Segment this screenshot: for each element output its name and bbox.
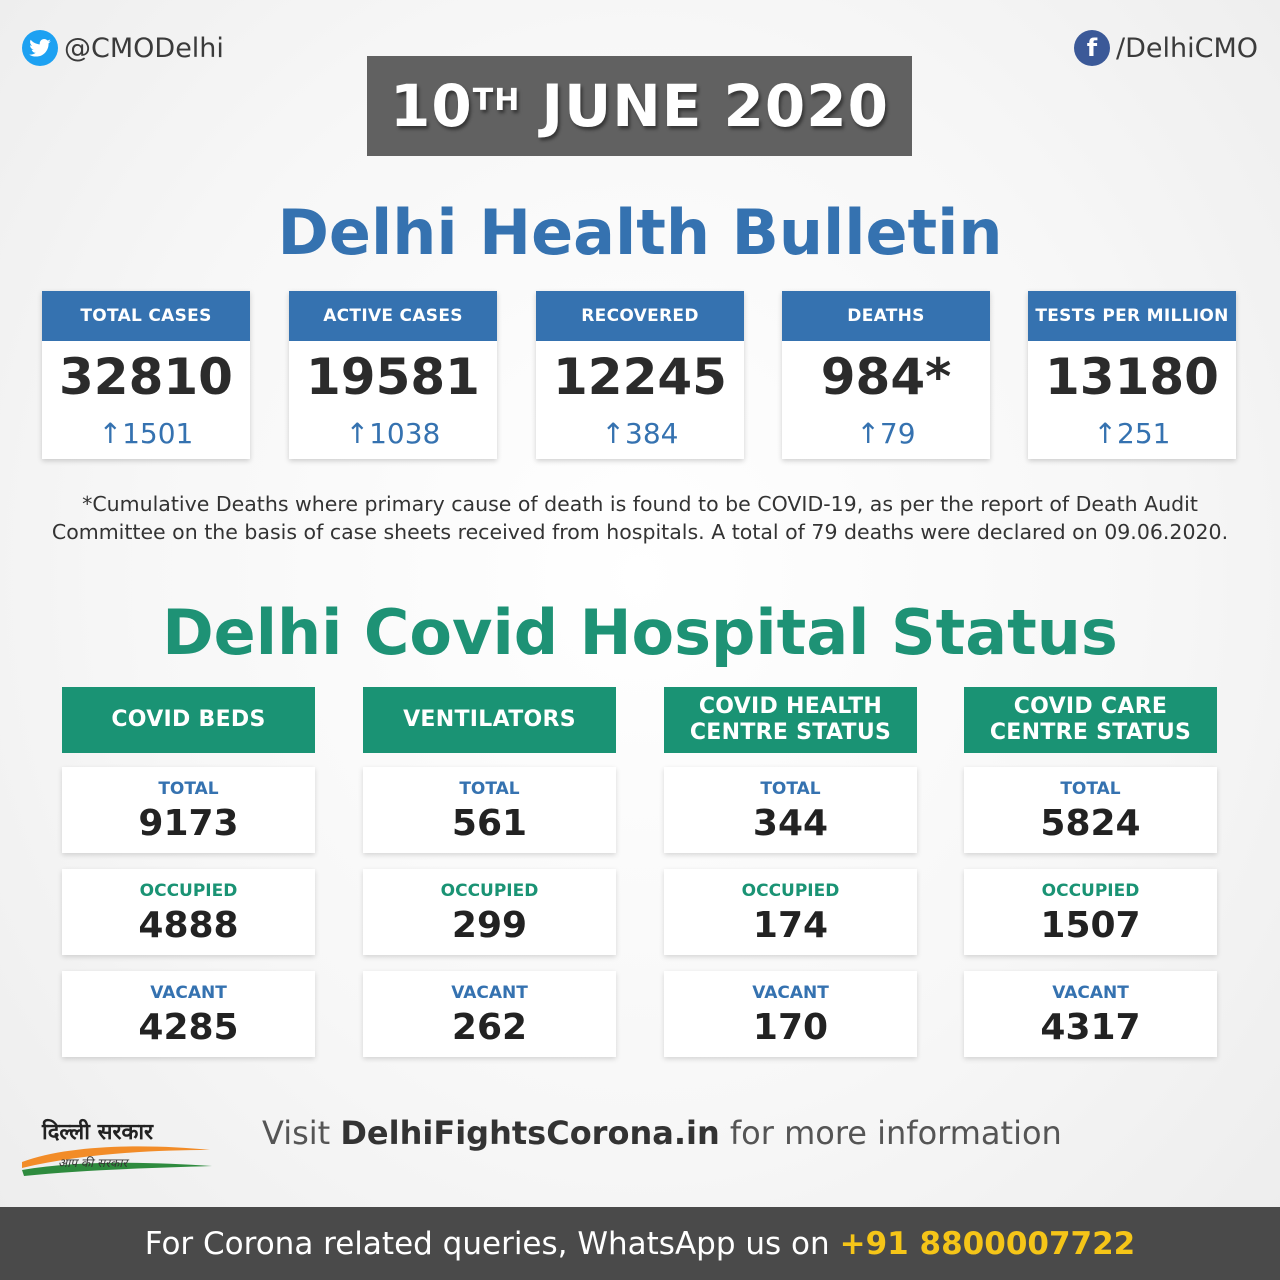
- stat-card-deaths: DEATHS 984* ↑79: [782, 291, 990, 459]
- stat-value: 12245: [553, 348, 727, 406]
- cell-total: TOTAL 561: [363, 767, 616, 853]
- stat-delta: ↑384: [601, 417, 679, 450]
- date-month-year: JUNE 2020: [541, 72, 889, 140]
- cell-occupied: OCCUPIED 174: [664, 869, 917, 955]
- footer-text: For Corona related queries, WhatsApp us …: [144, 1225, 830, 1262]
- cell-occupied: OCCUPIED 299: [363, 869, 616, 955]
- arrow-up-icon: ↑: [98, 417, 123, 450]
- arrow-up-icon: ↑: [1093, 417, 1117, 450]
- date-banner: 10 TH JUNE 2020: [367, 56, 912, 156]
- whatsapp-number[interactable]: +91 8800007722: [839, 1225, 1136, 1262]
- cell-value: 1507: [1040, 905, 1141, 946]
- website-link[interactable]: DelhiFightsCorona.in: [340, 1114, 720, 1152]
- tricolor-swoosh-icon: [22, 1146, 212, 1176]
- stat-label: ACTIVE CASES: [289, 291, 497, 341]
- stat-label: TESTS PER MILLION: [1028, 291, 1236, 341]
- cell-vacant: VACANT 170: [664, 971, 917, 1057]
- stat-delta: ↑1038: [345, 417, 441, 450]
- twitter-handle[interactable]: @CMODelhi: [22, 28, 224, 68]
- arrow-up-icon: ↑: [601, 417, 625, 450]
- footer-bar: For Corona related queries, WhatsApp us …: [0, 1207, 1280, 1280]
- visit-info: Visit DelhiFightsCorona.in for more info…: [262, 1114, 1062, 1152]
- hospital-head-covid-beds: COVID BEDS: [62, 687, 315, 753]
- cell-value: 561: [451, 803, 528, 844]
- stat-delta: ↑1501: [98, 417, 194, 450]
- twitter-handle-text: @CMODelhi: [64, 32, 224, 64]
- cell-value: 4317: [1040, 1007, 1141, 1048]
- stat-card-active-cases: ACTIVE CASES 19581 ↑1038: [289, 291, 497, 459]
- cell-occupied: OCCUPIED 1507: [964, 869, 1217, 955]
- cell-occupied: OCCUPIED 4888: [62, 869, 315, 955]
- cell-value: 4888: [138, 905, 239, 946]
- cell-vacant: VACANT 262: [363, 971, 616, 1057]
- cell-vacant: VACANT 4317: [964, 971, 1217, 1057]
- cell-value: 174: [752, 905, 829, 946]
- cell-total: TOTAL 5824: [964, 767, 1217, 853]
- facebook-handle[interactable]: f /DelhiCMO: [1073, 28, 1258, 68]
- stat-delta: ↑79: [856, 417, 916, 450]
- hospital-head-ventilators: VENTILATORS: [363, 687, 616, 753]
- stat-card-total-cases: TOTAL CASES 32810 ↑1501: [42, 291, 250, 459]
- logo-subtext: आप की सरकार: [58, 1156, 128, 1170]
- hospital-head-covid-care-centre: COVID CARE CENTRE STATUS: [964, 687, 1217, 753]
- cell-value: 299: [451, 905, 528, 946]
- stat-value: 19581: [306, 348, 480, 406]
- cell-value: 344: [752, 803, 829, 844]
- cell-value: 170: [752, 1007, 829, 1048]
- facebook-handle-text: /DelhiCMO: [1115, 32, 1258, 64]
- facebook-icon: f: [1073, 30, 1110, 66]
- cell-value: 9173: [138, 803, 239, 844]
- cell-total: TOTAL 9173: [62, 767, 315, 853]
- cell-vacant: VACANT 4285: [62, 971, 315, 1057]
- date-suffix: TH: [472, 82, 521, 118]
- cell-value: 4285: [138, 1007, 239, 1048]
- stat-label: TOTAL CASES: [42, 291, 250, 341]
- logo-text: दिल्ली सरकार: [42, 1119, 154, 1145]
- arrow-up-icon: ↑: [856, 417, 880, 450]
- stat-label: RECOVERED: [536, 291, 744, 341]
- hospital-title: Delhi Covid Hospital Status: [162, 596, 1118, 669]
- stat-value: 13180: [1045, 348, 1219, 406]
- twitter-icon: [22, 30, 58, 66]
- stat-label: DEATHS: [782, 291, 990, 341]
- date-day: 10: [390, 72, 473, 140]
- stat-delta: ↑251: [1093, 417, 1171, 450]
- deaths-footnote: *Cumulative Deaths where primary cause o…: [20, 490, 1260, 546]
- stat-card-tests-per-million: TESTS PER MILLION 13180 ↑251: [1028, 291, 1236, 459]
- delhi-sarkar-logo: दिल्ली सरकार आप की सरकार: [20, 1110, 220, 1190]
- footnote-line-1: *Cumulative Deaths where primary cause o…: [82, 492, 1198, 516]
- cell-value: 5824: [1040, 803, 1141, 844]
- stat-value: 984*: [820, 348, 952, 406]
- hospital-head-covid-health-centre: COVID HEALTH CENTRE STATUS: [664, 687, 917, 753]
- bulletin-title: Delhi Health Bulletin: [277, 196, 1003, 269]
- arrow-up-icon: ↑: [345, 417, 370, 450]
- cell-value: 262: [451, 1007, 528, 1048]
- stat-value: 32810: [59, 348, 233, 406]
- cell-total: TOTAL 344: [664, 767, 917, 853]
- stat-card-recovered: RECOVERED 12245 ↑384: [536, 291, 744, 459]
- footnote-line-2: Committee on the basis of case sheets re…: [51, 520, 1229, 544]
